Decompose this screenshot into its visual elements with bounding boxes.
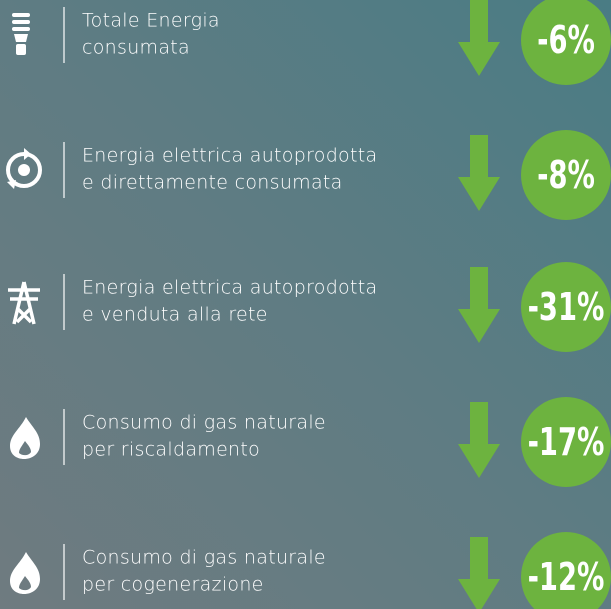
down-arrow	[458, 0, 500, 76]
row: Totale Energia consumata -6%	[12, 0, 611, 85]
label-line: e venduta alla rete	[82, 304, 268, 326]
label-line: consumata	[82, 37, 190, 59]
value-badge	[521, 0, 611, 85]
label-line: Consumo di gas naturale	[82, 412, 326, 434]
icon	[8, 281, 40, 325]
value-badge	[521, 130, 611, 220]
value: -6%	[537, 17, 595, 62]
icon-part	[12, 27, 30, 31]
down-arrow	[458, 537, 500, 609]
label-line: Energia elettrica autoprodotta	[82, 277, 377, 299]
icon-part	[7, 180, 16, 189]
row: Consumo di gas naturale per riscaldamento…	[10, 397, 611, 487]
icon-part	[12, 13, 30, 17]
icon-part	[10, 552, 40, 594]
icon-part	[8, 281, 40, 325]
icon-part	[12, 20, 30, 24]
label-line: e direttamente consumata	[82, 172, 343, 194]
icon-part	[12, 13, 30, 55]
value: -12%	[528, 554, 605, 599]
icon	[6, 148, 42, 189]
icon-part	[14, 34, 28, 42]
down-arrow	[458, 402, 500, 478]
value: -31%	[528, 284, 605, 329]
icon-part	[16, 44, 26, 55]
icon	[10, 552, 40, 594]
label-line: Energia elettrica autoprodotta	[82, 145, 377, 167]
label-line: per cogenerazione	[82, 574, 264, 596]
icon	[12, 13, 30, 55]
value-badge	[521, 397, 611, 487]
value: -8%	[537, 152, 595, 197]
icon-part	[10, 417, 40, 459]
down-arrow	[458, 267, 500, 343]
label-line: Totale Energia	[82, 10, 220, 32]
row: Energia elettrica autoprodotta e venduta …	[8, 262, 611, 352]
label-line: per riscaldamento	[82, 439, 260, 461]
value-badge	[521, 262, 611, 352]
down-arrow	[458, 135, 500, 211]
value-badge	[521, 532, 611, 609]
icon-part	[24, 148, 31, 160]
row: Energia elettrica autoprodotta e direttam…	[6, 130, 611, 220]
label-line: Consumo di gas naturale	[82, 547, 326, 569]
icon-part	[18, 164, 30, 176]
icon	[10, 417, 40, 459]
row: Consumo di gas naturale per cogenerazione…	[10, 532, 611, 609]
icon-part	[8, 281, 40, 325]
value: -17%	[528, 419, 605, 464]
